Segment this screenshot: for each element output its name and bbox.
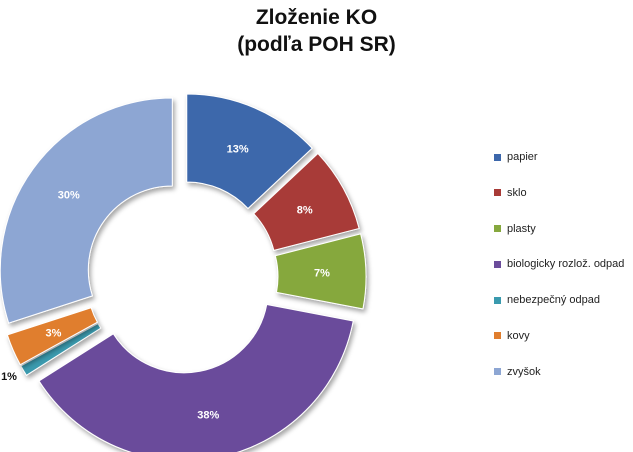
data-label-sklo: 8%	[297, 205, 313, 217]
legend-item-zvysok: zvyšok	[494, 365, 624, 379]
legend-swatch	[494, 153, 501, 161]
legend-swatch	[494, 368, 501, 376]
legend-swatch	[494, 296, 501, 304]
slice-nebezpecny-odpad	[20, 322, 102, 376]
slice-plasty	[274, 233, 367, 310]
slice-sklo	[253, 152, 360, 251]
legend-item-biologicky-rozloz-odpad: biologicky rozlož. odpad	[494, 257, 624, 271]
legend-item-sklo: sklo	[494, 186, 624, 200]
legend-item-kovy: kovy	[494, 329, 624, 343]
slice-zvysok	[0, 97, 173, 324]
chart-title: Zloženie KO (podľa POH SR)	[0, 4, 633, 58]
slice-papier	[186, 93, 313, 210]
legend-swatch	[494, 332, 501, 340]
data-label-plasty: 7%	[314, 268, 330, 280]
legend-item-nebezpecny-odpad: nebezpečný odpad	[494, 293, 624, 307]
data-label-nebezpecny-odpad: 1%	[1, 371, 17, 383]
legend-label: papier	[507, 151, 538, 163]
legend-swatch	[494, 225, 501, 233]
legend-label: zvyšok	[507, 365, 541, 378]
data-label-zvysok: 30%	[58, 190, 80, 202]
data-label-kovy: 3%	[46, 328, 62, 340]
legend-swatch	[494, 189, 501, 197]
legend-label: sklo	[507, 186, 527, 199]
chart-title-line1: Zloženie KO	[255, 6, 378, 29]
legend: papier sklo plasty biologicky rozlož. odpad…	[494, 150, 624, 401]
legend-label: plasty	[507, 222, 536, 235]
legend-label: biologicky rozlož. odpad	[507, 258, 625, 271]
data-label-biologicky-rozloz-odpad: 38%	[197, 410, 219, 422]
legend-swatch	[494, 260, 501, 268]
slice-kovy	[6, 307, 99, 366]
chart-title-line2: (podľa POH SR)	[237, 33, 396, 56]
slice-biologicky-rozloz-odpad	[38, 303, 354, 452]
legend-label: kovy	[507, 329, 530, 342]
legend-item-papier: papier	[494, 150, 624, 164]
legend-label: nebezpečný odpad	[507, 294, 600, 307]
legend-item-plasty: plasty	[494, 222, 624, 236]
data-label-papier: 13%	[227, 144, 249, 156]
